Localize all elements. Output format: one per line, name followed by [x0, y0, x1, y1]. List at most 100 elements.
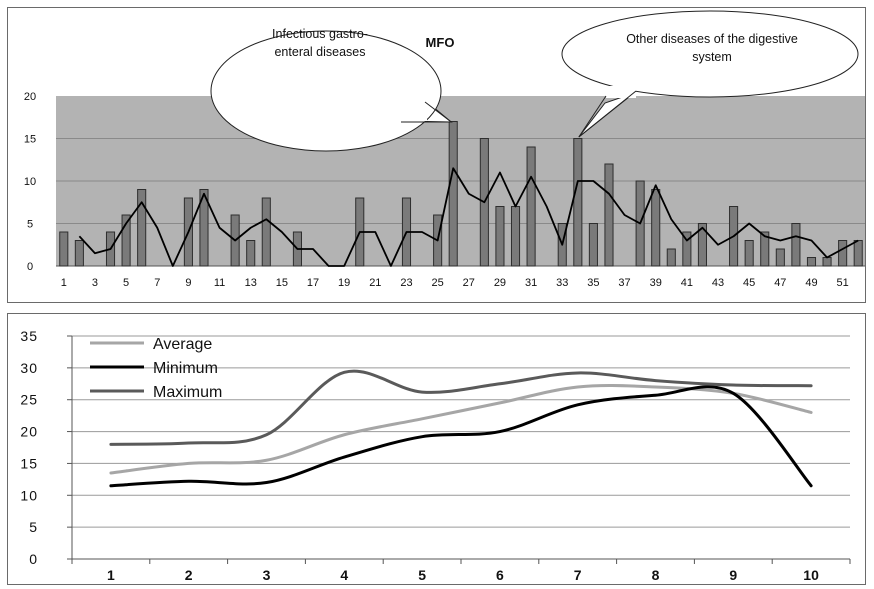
bar	[137, 189, 147, 267]
tick-marks	[67, 335, 851, 564]
series-line-maximum	[109, 369, 813, 446]
x-tick-label: 23	[400, 277, 412, 289]
top-chart-panel: 0 5 10 15 20 1 3 5 7 9 11 13 15 17 19 21 23 25 27 29 31 33 35 3…	[7, 7, 866, 303]
callout-text-line: Infectious gastro-	[272, 27, 368, 41]
callout-pointer-outline	[578, 90, 637, 138]
x-tick-label: 47	[774, 277, 786, 289]
x-tick-label: 10	[803, 567, 819, 583]
series-lines	[109, 369, 813, 488]
x-tick-label: 49	[805, 277, 817, 289]
x-tick-label: 15	[276, 277, 288, 289]
bar	[604, 163, 614, 267]
x-tick-label: 17	[307, 277, 319, 289]
x-tick-label: 9	[185, 277, 191, 289]
x-tick-label: 37	[618, 277, 630, 289]
bar	[822, 257, 832, 267]
x-tick-label: 2	[185, 567, 193, 583]
legend-label: Average	[153, 336, 212, 353]
x-tick-label: 3	[92, 277, 98, 289]
bar	[775, 248, 785, 267]
bar	[666, 248, 676, 267]
x-tick-label: 51	[837, 277, 849, 289]
x-tick-label: 11	[214, 277, 225, 289]
bar	[121, 214, 131, 267]
y-tick-label: 30	[20, 360, 38, 376]
bar	[760, 231, 770, 267]
callout-pointer-outline	[401, 101, 453, 123]
bar	[744, 240, 754, 267]
x-tick-label: 35	[587, 277, 599, 289]
bar	[853, 240, 863, 267]
bottom-chart-panel: 0 5 10 15 20 25 30 35 1 2 3 4 5 6 7 8 9 10 Average Minimum M…	[7, 313, 866, 585]
x-tick-label: 33	[556, 277, 568, 289]
callout-text-line: enteral diseases	[274, 45, 365, 59]
callout-bubble	[210, 30, 442, 152]
legend: Average Minimum Maximum	[90, 336, 222, 401]
x-tick-labels: 1 3 5 7 9 11 13 15 17 19 21 23 25 27 29 31 33 35 37 39 41 43 4…	[61, 277, 849, 289]
bar	[651, 189, 661, 267]
bar	[199, 189, 209, 267]
bar	[448, 121, 458, 267]
x-tick-label: 19	[338, 277, 350, 289]
bar	[697, 223, 707, 267]
x-tick-label: 41	[681, 277, 693, 289]
bar	[261, 197, 271, 267]
x-tick-label: 13	[245, 277, 257, 289]
legend-label: Minimum	[153, 360, 218, 377]
x-tick-label: 31	[525, 277, 537, 289]
x-tick-label: 9	[729, 567, 737, 583]
x-tick-label: 43	[712, 277, 724, 289]
y-tick-label: 20	[24, 91, 36, 103]
bar	[588, 223, 598, 267]
x-tick-label: 21	[369, 277, 381, 289]
x-tick-label: 39	[650, 277, 662, 289]
bar	[74, 240, 84, 267]
bar	[495, 206, 505, 267]
x-tick-label: 25	[432, 277, 444, 289]
y-tick-label: 5	[29, 519, 38, 535]
y-tick-label: 20	[20, 424, 38, 440]
x-tick-label: 1	[61, 277, 67, 289]
y-tick-label: 10	[24, 176, 36, 188]
x-tick-labels: 1 2 3 4 5 6 7 8 9 10	[107, 567, 819, 583]
y-tick-label: 15	[24, 134, 36, 146]
x-tick-label: 3	[263, 567, 271, 583]
y-tick-label: 10	[20, 487, 38, 503]
callout-text-line: Other diseases of the digestive	[626, 32, 798, 46]
x-tick-label: 29	[494, 277, 506, 289]
chart-title: MFO	[426, 35, 455, 50]
callout-text-line: system	[692, 50, 732, 64]
callout-bubble	[561, 10, 859, 98]
x-tick-label: 7	[574, 567, 582, 583]
y-tick-label: 25	[20, 392, 38, 408]
bar	[806, 257, 817, 267]
bar	[510, 206, 521, 267]
x-tick-label: 1	[107, 567, 115, 583]
x-tick-label: 4	[340, 567, 348, 583]
min-avg-max-line-chart: 0 5 10 15 20 25 30 35 1 2 3 4 5 6 7 8 9 10 Average Minimum M…	[20, 328, 851, 583]
x-tick-label: 8	[652, 567, 660, 583]
y-tick-label: 35	[20, 328, 38, 344]
y-tick-labels: 0 5 10 15 20	[24, 91, 36, 273]
series-line-minimum	[109, 385, 813, 488]
x-tick-label: 27	[463, 277, 475, 289]
x-tick-label: 6	[496, 567, 504, 583]
legend-label: Maximum	[153, 384, 222, 401]
bar	[526, 146, 536, 267]
x-tick-label: 7	[154, 277, 160, 289]
bar	[59, 231, 69, 267]
moving-average-line	[78, 167, 859, 267]
callout-joint-mask	[606, 86, 636, 98]
x-tick-label: 45	[743, 277, 755, 289]
x-tick-label: 5	[123, 277, 129, 289]
y-tick-labels: 0 5 10 15 20 25 30 35	[20, 328, 38, 567]
y-tick-label: 0	[27, 261, 33, 273]
bar	[682, 231, 692, 267]
bar	[791, 223, 801, 267]
y-tick-label: 5	[27, 219, 33, 231]
bar	[838, 240, 848, 267]
x-tick-label: 5	[418, 567, 426, 583]
y-tick-label: 15	[20, 455, 38, 471]
